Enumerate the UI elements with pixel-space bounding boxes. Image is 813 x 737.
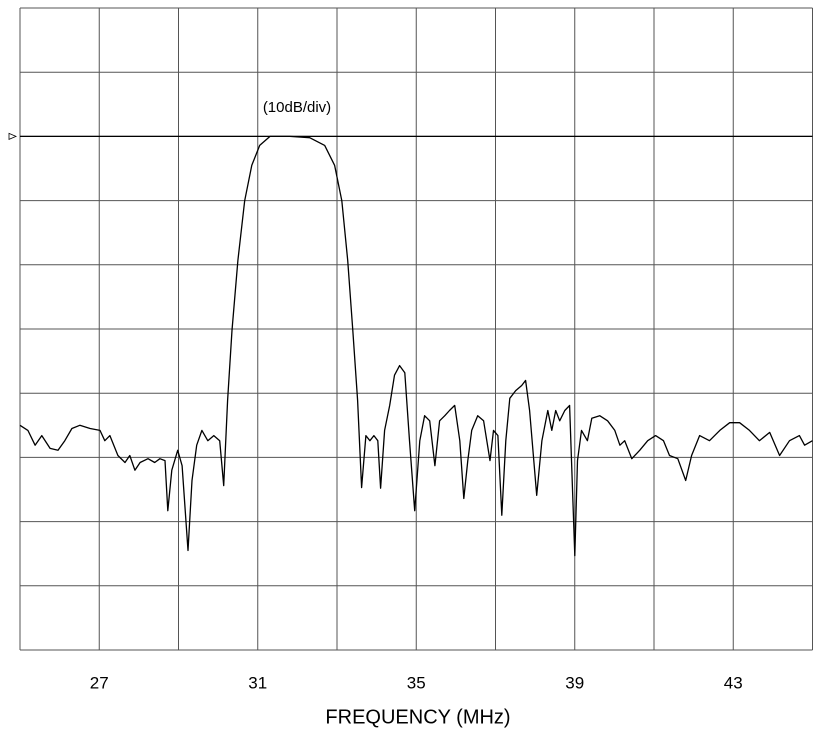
- reference-marker: [8, 132, 18, 141]
- trace: [19, 135, 813, 557]
- x-tick-label: 27: [90, 673, 109, 692]
- x-tick-label: 39: [565, 673, 584, 692]
- x-tick-label: 43: [724, 673, 743, 692]
- x-tick-label: 31: [248, 673, 267, 692]
- annotation: (10dB/div): [263, 99, 331, 116]
- x-axis-label: FREQUENCY (MHz): [325, 706, 510, 728]
- x-tick-label: 35: [407, 673, 426, 692]
